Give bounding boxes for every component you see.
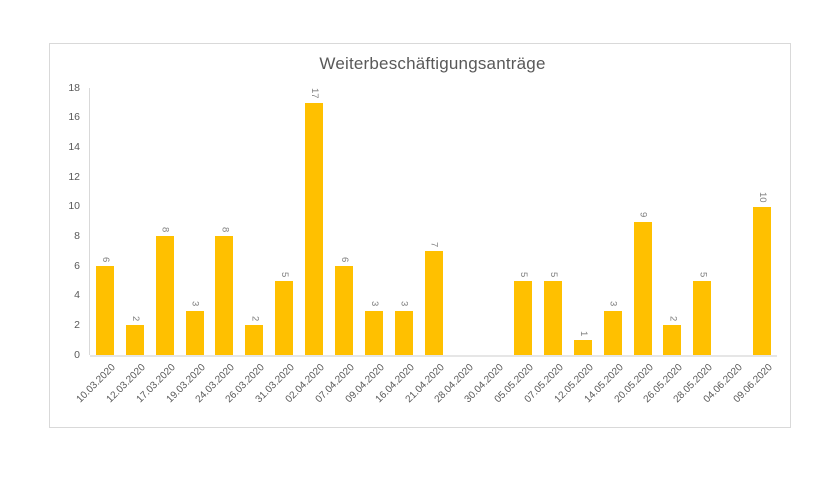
bar-value-label: 3 [189,301,201,307]
bar [424,251,443,355]
y-axis-tick-label: 12 [68,170,80,183]
bar [394,310,413,355]
y-axis-tick-label: 16 [68,111,80,124]
bar [245,325,264,355]
y-axis-tick-label: 0 [74,348,80,361]
bar-chart-frame: Weiterbeschäftigungsanträge 6 10.03.2020 2… [49,43,791,428]
bar [125,325,144,355]
x-axis-line [90,355,777,357]
bar-value-label: 8 [219,227,231,233]
bar-value-label: 8 [159,227,171,233]
bar-value-label: 5 [697,271,709,277]
bar [364,310,383,355]
y-axis-tick-label: 2 [74,318,80,331]
bar-value-label: 17 [309,88,321,99]
y-axis-tick-label: 10 [68,200,80,213]
bar [603,310,622,355]
bar [185,310,204,355]
bar-value-label: 7 [428,241,440,248]
bar [275,280,294,355]
bar-value-label: 6 [338,256,350,262]
y-axis-tick-label: 4 [74,289,80,302]
bar [514,280,533,355]
bar-value-label: 5 [547,271,559,277]
bar-value-label: 6 [99,256,111,262]
bar [95,266,114,355]
bar [543,280,562,355]
y-axis-tick-label: 6 [74,259,80,272]
bar-value-label: 5 [518,271,530,277]
bar-value-label: 3 [607,301,619,307]
bar [753,206,772,355]
bar-value-label: 10 [757,192,769,203]
bar [305,102,324,355]
bar [663,325,682,355]
bar-value-label: 3 [398,301,410,307]
bar-value-label: 1 [577,330,589,337]
bar-value-label: 2 [129,316,141,322]
y-axis-tick-label: 8 [74,229,80,242]
chart-title: Weiterbeschäftigungsanträge [319,54,546,73]
bar-value-label: 9 [637,212,649,218]
bar [334,266,353,355]
bar [633,221,652,355]
y-axis-tick-label: 18 [68,81,80,94]
bar-value-label: 2 [249,316,261,322]
bar [693,280,712,355]
y-axis-tick-label: 14 [68,140,80,153]
bar [573,340,592,355]
plot-area: 6 10.03.2020 2 12.03.2020 8 17.03.2020 3 19.03.… [75,88,777,405]
bar [155,236,174,355]
bar-value-label: 5 [279,271,291,277]
bar-value-label: 2 [667,316,679,322]
bar-value-label: 3 [368,301,380,307]
bar [215,236,234,355]
